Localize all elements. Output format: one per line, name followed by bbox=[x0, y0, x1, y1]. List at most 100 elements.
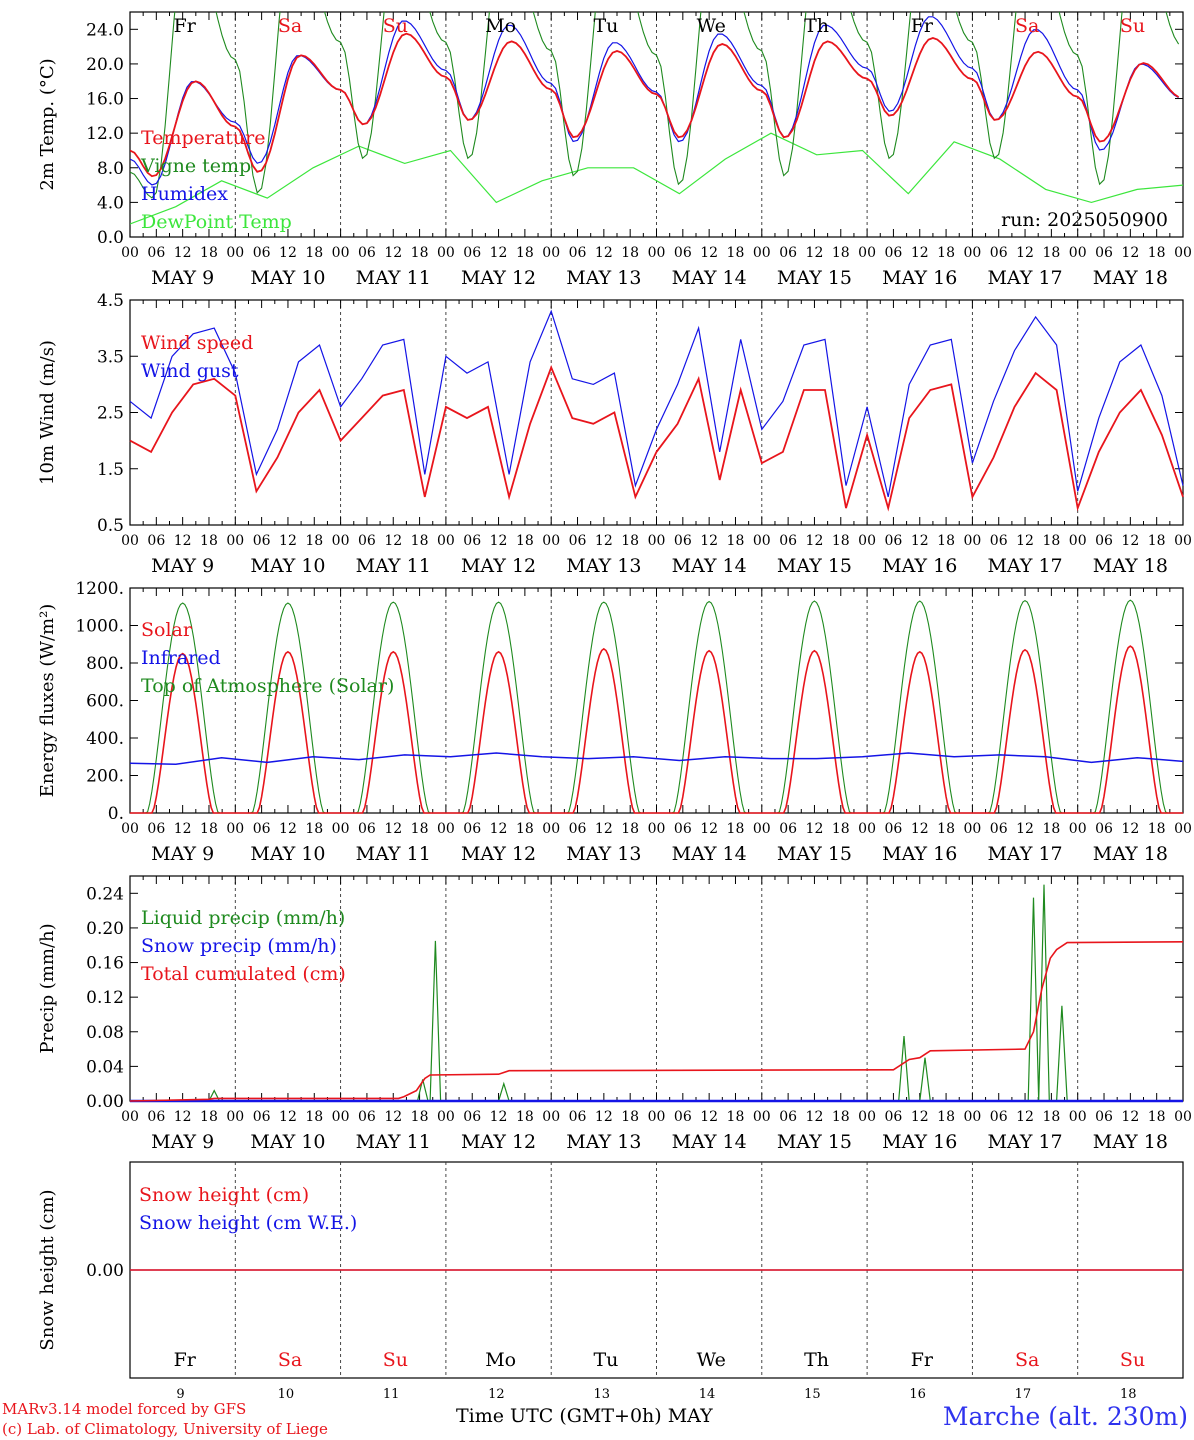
y-tick-label: 24.0 bbox=[86, 20, 124, 40]
hour-tick-label: 06 bbox=[147, 1109, 165, 1125]
hour-tick-label: 06 bbox=[569, 821, 587, 837]
date-label: MAY 13 bbox=[566, 1131, 641, 1153]
y-tick-label: 1.5 bbox=[97, 460, 124, 480]
weekday-label: Sa bbox=[278, 1349, 302, 1371]
y-axis-label: Precip (mm/h) bbox=[37, 923, 58, 1053]
hour-tick-label: 18 bbox=[621, 533, 639, 549]
hour-tick-label: 00 bbox=[1174, 1109, 1192, 1125]
hour-tick-label: 06 bbox=[463, 1109, 481, 1125]
hour-tick-label: 18 bbox=[1042, 245, 1060, 261]
hour-tick-label: 12 bbox=[384, 245, 402, 261]
hour-tick-label: 18 bbox=[516, 533, 534, 549]
date-label: MAY 9 bbox=[151, 843, 214, 865]
date-label: MAY 18 bbox=[1093, 555, 1168, 577]
hour-tick-label: 00 bbox=[648, 533, 666, 549]
hour-tick-label: 12 bbox=[279, 1109, 297, 1125]
hour-tick-label: 12 bbox=[700, 533, 718, 549]
weekday-label: Tu bbox=[593, 1349, 618, 1371]
weekday-label: Tu bbox=[593, 15, 618, 37]
hour-tick-label: 00 bbox=[1069, 821, 1087, 837]
legend-entry: Infrared bbox=[141, 647, 221, 669]
hour-tick-label: 00 bbox=[648, 1109, 666, 1125]
hour-tick-label: 00 bbox=[963, 1109, 981, 1125]
day-number-label: 14 bbox=[699, 1387, 716, 1402]
legend-entry: Wind gust bbox=[141, 360, 239, 382]
hour-tick-label: 12 bbox=[700, 1109, 718, 1125]
date-label: MAY 13 bbox=[566, 267, 641, 289]
hour-tick-label: 12 bbox=[1016, 245, 1034, 261]
date-label: MAY 18 bbox=[1093, 843, 1168, 865]
legend-entry: DewPoint Temp bbox=[141, 211, 292, 233]
solar-line bbox=[130, 645, 1183, 814]
hour-tick-label: 18 bbox=[411, 245, 429, 261]
date-label: MAY 15 bbox=[777, 1131, 852, 1153]
weekday-label: Th bbox=[804, 1349, 829, 1371]
hour-tick-label: 18 bbox=[832, 1109, 850, 1125]
hour-tick-label: 06 bbox=[463, 821, 481, 837]
y-tick-label: 0.08 bbox=[86, 1023, 124, 1043]
hour-tick-label: 00 bbox=[542, 533, 560, 549]
hour-tick-label: 18 bbox=[516, 821, 534, 837]
legend-entry: Humidex bbox=[141, 183, 228, 205]
y-axis-label: 10m Wind (m/s) bbox=[37, 340, 58, 485]
wind-panel: 0.5 1.5 2.5 3.5 4.5 10m Wind (m/s) Wind speed W… bbox=[37, 291, 1192, 577]
x-axis-title: Time UTC (GMT+0h) MAY bbox=[456, 1405, 713, 1427]
hour-tick-label: 06 bbox=[779, 1109, 797, 1125]
hour-tick-label: 06 bbox=[1095, 245, 1113, 261]
weekday-label: Mo bbox=[485, 15, 516, 37]
date-label: MAY 16 bbox=[882, 555, 957, 577]
hour-tick-label: 18 bbox=[937, 821, 955, 837]
hour-tick-label: 00 bbox=[226, 821, 244, 837]
legend-entry: Snow height (cm W.E.) bbox=[139, 1212, 357, 1234]
hour-tick-label: 00 bbox=[226, 245, 244, 261]
temperature-panel: 0.0 4.0 8.0 12.0 16.0 20.0 24.0 2m Temp. (°C) Fr… bbox=[37, 11, 1192, 289]
weekday-label: Mo bbox=[485, 1349, 516, 1371]
hour-tick-label: 00 bbox=[437, 245, 455, 261]
hour-tick-label: 12 bbox=[806, 821, 824, 837]
weekday-label: Fr bbox=[174, 15, 197, 37]
date-label: MAY 12 bbox=[461, 267, 536, 289]
y-tick-label: 0. bbox=[108, 804, 124, 824]
hour-tick-label: 06 bbox=[569, 1109, 587, 1125]
date-label: MAY 9 bbox=[151, 1131, 214, 1153]
weekday-label: Fr bbox=[911, 15, 934, 37]
hour-tick-label: 06 bbox=[358, 533, 376, 549]
hour-tick-label: 18 bbox=[411, 1109, 429, 1125]
date-label: MAY 11 bbox=[356, 843, 431, 865]
day-number-label: 13 bbox=[593, 1387, 610, 1402]
hour-tick-label: 06 bbox=[990, 1109, 1008, 1125]
hour-tick-label: 00 bbox=[121, 245, 139, 261]
y-tick-label: 0.12 bbox=[86, 988, 124, 1008]
weekday-label: Fr bbox=[911, 1349, 934, 1371]
weekday-label: Sa bbox=[278, 15, 302, 37]
hour-tick-label: 12 bbox=[279, 821, 297, 837]
hour-tick-label: 06 bbox=[990, 533, 1008, 549]
hour-tick-label: 00 bbox=[648, 245, 666, 261]
hour-tick-label: 00 bbox=[648, 821, 666, 837]
hour-tick-label: 00 bbox=[1174, 821, 1192, 837]
hour-tick-label: 12 bbox=[806, 1109, 824, 1125]
hour-tick-label: 12 bbox=[700, 821, 718, 837]
weekday-label: Su bbox=[1120, 15, 1145, 37]
run-label: run: 2025050900 bbox=[1001, 209, 1168, 231]
hour-tick-label: 00 bbox=[1174, 245, 1192, 261]
y-tick-label: 0.0 bbox=[97, 228, 124, 248]
hour-tick-label: 12 bbox=[1121, 1109, 1139, 1125]
hour-tick-label: 18 bbox=[832, 245, 850, 261]
hour-tick-label: 12 bbox=[595, 245, 613, 261]
y-tick-label: 12.0 bbox=[86, 124, 124, 144]
hour-tick-label: 18 bbox=[1042, 1109, 1060, 1125]
hour-tick-label: 06 bbox=[569, 245, 587, 261]
hour-tick-label: 06 bbox=[463, 533, 481, 549]
weekday-label: Sa bbox=[1015, 15, 1039, 37]
date-label: MAY 14 bbox=[672, 1131, 747, 1153]
date-label: MAY 17 bbox=[987, 1131, 1062, 1153]
hour-tick-label: 12 bbox=[700, 245, 718, 261]
hour-tick-label: 00 bbox=[332, 245, 350, 261]
y-tick-label: 1000. bbox=[75, 617, 124, 637]
date-label: MAY 16 bbox=[882, 1131, 957, 1153]
y-tick-label: 4.0 bbox=[97, 193, 124, 213]
hour-tick-label: 00 bbox=[963, 821, 981, 837]
y-tick-label: 2.5 bbox=[97, 404, 124, 424]
